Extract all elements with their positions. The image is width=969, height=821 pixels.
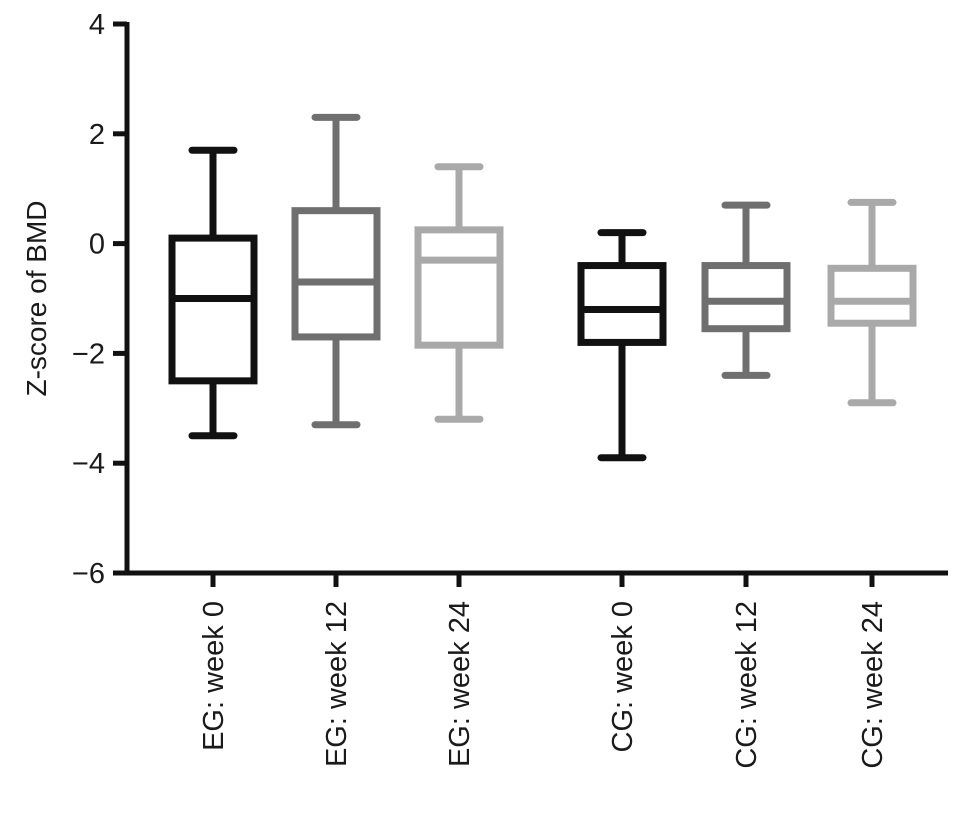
y-tick-label: 2 bbox=[89, 119, 105, 151]
iqr-box bbox=[701, 262, 791, 333]
box-3 bbox=[414, 163, 504, 423]
y-tick-label: −4 bbox=[72, 448, 105, 480]
axes bbox=[113, 21, 948, 587]
iqr-box bbox=[414, 226, 504, 349]
iqr-box bbox=[577, 262, 667, 346]
labels: 4 2 0 −2 −4 −6 Z-score of BMD EG: week 0 EG: wee… bbox=[21, 9, 889, 769]
x-category-label: CG: week 0 bbox=[607, 601, 639, 753]
box-2 bbox=[291, 113, 381, 429]
iqr-box bbox=[168, 234, 258, 385]
boxes bbox=[168, 113, 917, 462]
y-tick-label: 0 bbox=[89, 229, 105, 261]
box-4 bbox=[577, 229, 667, 462]
x-category-label: CG: week 24 bbox=[857, 601, 889, 769]
box-1 bbox=[168, 146, 258, 440]
x-category-label: EG: week 12 bbox=[321, 601, 353, 767]
y-axis-label: Z-score of BMD bbox=[21, 200, 52, 396]
y-tick-label: 4 bbox=[89, 9, 105, 41]
x-category-label: CG: week 12 bbox=[731, 601, 763, 769]
box-6 bbox=[827, 198, 917, 407]
iqr-box bbox=[291, 207, 381, 341]
y-tick-label: −2 bbox=[72, 338, 105, 370]
x-category-label: EG: week 24 bbox=[444, 601, 476, 767]
box-5 bbox=[701, 201, 791, 379]
iqr-box bbox=[827, 264, 917, 327]
y-tick-label: −6 bbox=[72, 558, 105, 590]
x-category-label: EG: week 0 bbox=[198, 601, 230, 751]
